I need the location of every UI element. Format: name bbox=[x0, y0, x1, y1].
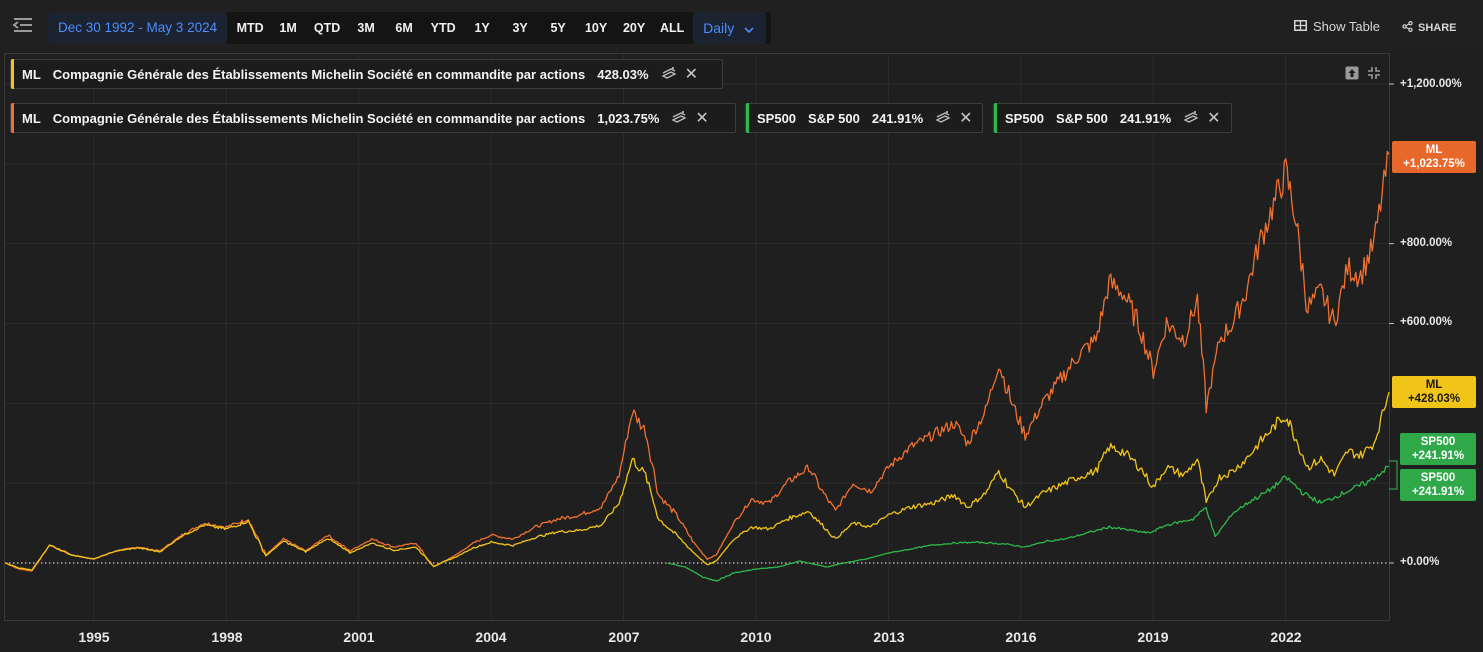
badge-ticker: ML bbox=[1425, 379, 1443, 391]
period-3y[interactable]: 3Y bbox=[512, 21, 528, 35]
legend-color-bar bbox=[11, 103, 14, 133]
legend-name: S&P 500 bbox=[808, 110, 860, 126]
legend-item-ml-orange: ML Compagnie Générale des Établissements… bbox=[10, 103, 736, 133]
legend-item-ml-yellow: ML Compagnie Générale des Établissements… bbox=[10, 59, 723, 89]
interval-dropdown[interactable]: Daily bbox=[693, 12, 767, 44]
value-badge-ml-yellow: ML +428.03% bbox=[1392, 376, 1476, 408]
legend-pct: 428.03% bbox=[597, 66, 649, 82]
x-tick-label: 2001 bbox=[343, 629, 375, 645]
legend-name: S&P 500 bbox=[1056, 110, 1108, 126]
legend-ticker: ML bbox=[22, 66, 41, 82]
stack-settings-icon[interactable] bbox=[1183, 111, 1199, 125]
share-icon bbox=[1402, 21, 1413, 35]
x-tick-label: 2007 bbox=[608, 629, 640, 645]
badge-ticker: SP500 bbox=[1420, 472, 1456, 484]
y-tick-label: +800.00% bbox=[1400, 237, 1453, 249]
x-tick-label: 2016 bbox=[1005, 629, 1037, 645]
interval-label: Daily bbox=[703, 20, 735, 36]
range-selector: Dec 30 1992 - May 3 2024 MTD 1M QTD 3M 6… bbox=[48, 12, 771, 44]
badge-value: +428.03% bbox=[1407, 393, 1461, 405]
date-range-picker[interactable]: Dec 30 1992 - May 3 2024 bbox=[48, 12, 228, 44]
collapse-icon[interactable] bbox=[1367, 66, 1381, 80]
legend-name: Compagnie Générale des Établissements Mi… bbox=[52, 66, 586, 82]
table-icon bbox=[1294, 19, 1307, 34]
period-mtd[interactable]: MTD bbox=[236, 21, 264, 35]
period-5y[interactable]: 5Y bbox=[550, 21, 566, 35]
badge-ticker: SP500 bbox=[1420, 436, 1456, 448]
series-line-sp500-3 bbox=[667, 465, 1390, 582]
legend-pct: 1,023.75% bbox=[597, 110, 660, 126]
x-tick-label: 2010 bbox=[740, 629, 772, 645]
close-icon[interactable]: ✕ bbox=[684, 66, 698, 83]
badge-value: +1,023.75% bbox=[1403, 158, 1465, 170]
y-tick-label: +600.00% bbox=[1400, 316, 1453, 328]
close-icon[interactable]: ✕ bbox=[959, 110, 973, 127]
y-tick-label: +0.00% bbox=[1400, 556, 1440, 568]
stack-settings-icon[interactable] bbox=[661, 67, 677, 81]
chevron-down-icon bbox=[744, 12, 754, 44]
legend-item-sp500: SP500 S&P 500 241.91% ✕ bbox=[745, 103, 983, 133]
x-tick-label: 2022 bbox=[1270, 629, 1302, 645]
legend-color-bar bbox=[994, 103, 997, 133]
chart-controls bbox=[1345, 66, 1381, 80]
badge-value: +241.91% bbox=[1411, 486, 1465, 498]
value-badge-ml-orange: ML +1,023.75% bbox=[1392, 141, 1476, 173]
show-table-label: Show Table bbox=[1313, 19, 1380, 34]
period-1m[interactable]: 1M bbox=[279, 21, 297, 35]
x-tick-label: 2019 bbox=[1137, 629, 1169, 645]
badge-ticker: ML bbox=[1425, 144, 1443, 156]
legend-color-bar bbox=[11, 59, 14, 89]
x-tick-label: 2004 bbox=[475, 629, 507, 645]
legend-color-bar bbox=[746, 103, 749, 133]
period-20y[interactable]: 20Y bbox=[622, 21, 646, 35]
share-label: SHARE bbox=[1418, 22, 1457, 34]
x-tick-label: 1995 bbox=[78, 629, 110, 645]
period-1y[interactable]: 1Y bbox=[474, 21, 490, 35]
period-qtd[interactable]: QTD bbox=[313, 21, 341, 35]
x-tick-label: 1998 bbox=[211, 629, 243, 645]
stack-settings-icon[interactable] bbox=[671, 111, 687, 125]
legend-item-sp500-2: SP500 S&P 500 241.91% ✕ bbox=[993, 103, 1232, 133]
stack-settings-icon[interactable] bbox=[935, 111, 951, 125]
legend-name: Compagnie Générale des Établissements Mi… bbox=[52, 110, 586, 126]
toolbar: Dec 30 1992 - May 3 2024 MTD 1M QTD 3M 6… bbox=[0, 0, 1483, 50]
period-all[interactable]: ALL bbox=[659, 21, 685, 35]
show-table-button[interactable]: Show Table bbox=[1294, 19, 1380, 34]
sp500-badge-connector bbox=[1389, 460, 1398, 490]
upload-icon[interactable] bbox=[1345, 66, 1359, 80]
legend-ticker: SP500 bbox=[1005, 110, 1045, 126]
collapse-menu-icon[interactable] bbox=[12, 15, 34, 35]
legend-pct: 241.91% bbox=[871, 110, 924, 126]
close-icon[interactable]: ✕ bbox=[695, 110, 709, 127]
x-tick-label: 2013 bbox=[873, 629, 905, 645]
legend-pct: 241.91% bbox=[1119, 110, 1172, 126]
legend-ticker: SP500 bbox=[757, 110, 797, 126]
period-6m[interactable]: 6M bbox=[395, 21, 413, 35]
series-line-ml-1 bbox=[5, 150, 1390, 572]
value-badge-sp500: SP500 +241.91% bbox=[1400, 433, 1476, 465]
y-tick-label: +1,200.00% bbox=[1400, 78, 1462, 90]
period-3m[interactable]: 3M bbox=[357, 21, 375, 35]
period-ytd[interactable]: YTD bbox=[430, 21, 456, 35]
period-10y[interactable]: 10Y bbox=[584, 21, 608, 35]
badge-value: +241.91% bbox=[1411, 450, 1465, 462]
legend-ticker: ML bbox=[22, 110, 41, 126]
chart-frame bbox=[4, 53, 1390, 621]
share-button[interactable]: SHARE bbox=[1402, 21, 1457, 35]
series-line-ml-2 bbox=[5, 391, 1390, 571]
close-icon[interactable]: ✕ bbox=[1207, 110, 1221, 127]
value-badge-sp500-2: SP500 +241.91% bbox=[1400, 469, 1476, 501]
